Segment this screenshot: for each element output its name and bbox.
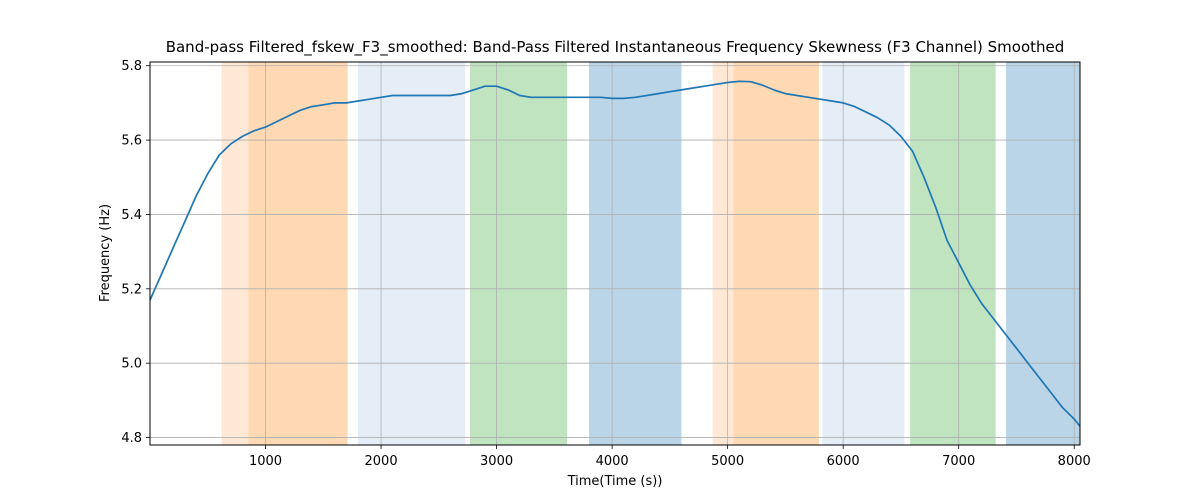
x-tick-label: 2000 <box>365 454 398 469</box>
y-tick-label: 5.6 <box>121 134 142 149</box>
x-axis-label: Time(Time (s)) <box>567 474 663 489</box>
highlight-band-6 <box>712 62 734 445</box>
y-tick-label: 5.4 <box>121 208 142 223</box>
x-tick-label: 7000 <box>942 454 975 469</box>
highlight-bands <box>221 62 1080 445</box>
x-tick-label: 1000 <box>249 454 282 469</box>
x-tick-label: 5000 <box>711 454 744 469</box>
highlight-band-8 <box>822 62 905 445</box>
grid-lines <box>150 62 1080 445</box>
y-tick-label: 5.8 <box>121 59 142 74</box>
y-tick-label: 5.2 <box>121 282 142 297</box>
highlight-band-2 <box>248 62 348 445</box>
x-tick-label: 4000 <box>596 454 629 469</box>
x-tick-label: 6000 <box>827 454 860 469</box>
highlight-band-4 <box>470 62 568 445</box>
highlight-band-10 <box>1006 62 1080 445</box>
y-tick-label: 4.8 <box>121 431 142 446</box>
highlight-band-1 <box>221 62 249 445</box>
highlight-band-7 <box>733 62 819 445</box>
x-axis-ticks: 1000 2000 3000 4000 5000 6000 7000 8000 <box>249 445 1091 469</box>
x-tick-label: 3000 <box>480 454 513 469</box>
series-line-1 <box>149 80 1081 427</box>
chart-title: Band-pass Filtered_fskew_F3_smoothed: Ba… <box>166 38 1065 57</box>
x-tick-label: 8000 <box>1058 454 1091 469</box>
y-axis-ticks: 4.8 5.0 5.2 5.4 5.6 5.8 <box>121 59 150 446</box>
y-tick-label: 5.0 <box>121 357 142 372</box>
series-layer <box>149 80 1081 427</box>
y-axis-label: Frequency (Hz) <box>98 204 113 302</box>
highlight-band-5 <box>589 62 682 445</box>
highlight-band-3 <box>357 62 466 445</box>
plot-frame <box>149 61 1081 446</box>
